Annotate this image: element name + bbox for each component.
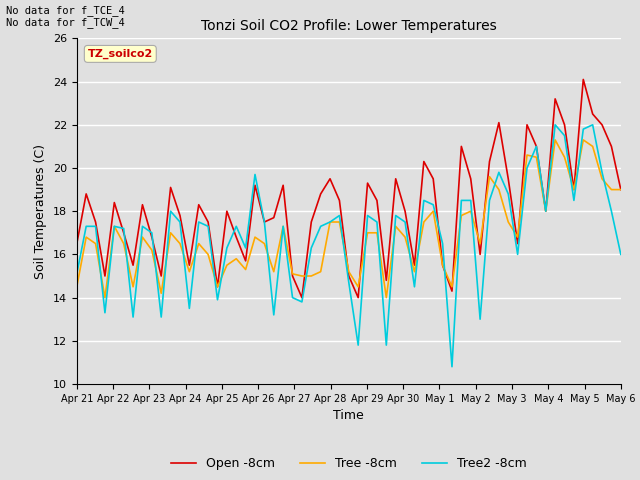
Open -8cm — [579, 76, 587, 82]
Open -8cm — [214, 284, 221, 289]
Open -8cm — [157, 273, 165, 279]
Tree -8cm — [139, 234, 147, 240]
Tree2 -8cm — [73, 271, 81, 276]
X-axis label: Time: Time — [333, 409, 364, 422]
Tree2 -8cm — [214, 297, 221, 302]
Tree2 -8cm — [129, 314, 137, 320]
Open -8cm — [73, 240, 81, 246]
Open -8cm — [364, 180, 371, 186]
Tree -8cm — [101, 295, 109, 300]
Tree -8cm — [364, 230, 371, 236]
Line: Tree2 -8cm: Tree2 -8cm — [77, 125, 621, 367]
Open -8cm — [617, 187, 625, 192]
Tree2 -8cm — [355, 342, 362, 348]
Line: Tree -8cm: Tree -8cm — [77, 140, 621, 298]
Tree2 -8cm — [448, 364, 456, 370]
Open -8cm — [129, 262, 137, 268]
Tree2 -8cm — [551, 122, 559, 128]
Text: TZ_soilco2: TZ_soilco2 — [88, 49, 153, 59]
Open -8cm — [476, 252, 484, 257]
Tree -8cm — [92, 240, 99, 246]
Open -8cm — [92, 219, 99, 225]
Tree -8cm — [223, 262, 230, 268]
Tree2 -8cm — [617, 252, 625, 257]
Tree -8cm — [476, 240, 484, 246]
Title: Tonzi Soil CO2 Profile: Lower Temperatures: Tonzi Soil CO2 Profile: Lower Temperatur… — [201, 19, 497, 33]
Text: No data for f_TCE_4
No data for f_TCW_4: No data for f_TCE_4 No data for f_TCW_4 — [6, 5, 125, 28]
Line: Open -8cm: Open -8cm — [77, 79, 621, 298]
Y-axis label: Soil Temperatures (C): Soil Temperatures (C) — [35, 144, 47, 279]
Tree -8cm — [551, 137, 559, 143]
Tree2 -8cm — [92, 223, 99, 229]
Tree -8cm — [73, 284, 81, 289]
Legend: Open -8cm, Tree -8cm, Tree2 -8cm: Open -8cm, Tree -8cm, Tree2 -8cm — [166, 453, 532, 476]
Tree2 -8cm — [476, 316, 484, 322]
Tree2 -8cm — [157, 314, 165, 320]
Open -8cm — [298, 295, 306, 300]
Tree -8cm — [167, 230, 175, 236]
Tree -8cm — [617, 187, 625, 192]
